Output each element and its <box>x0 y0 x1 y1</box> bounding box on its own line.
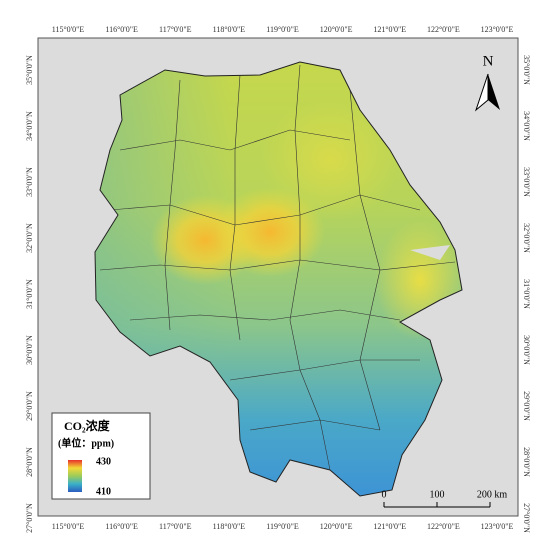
longitude-label: 122°0'0"E <box>427 522 460 531</box>
latitude-label: 30°0'0"N <box>522 335 531 365</box>
scale-label: 100 <box>430 489 445 500</box>
longitude-label: 120°0'0"E <box>320 25 353 34</box>
north-label: N <box>483 53 494 69</box>
latitude-label: 35°0'0"N <box>25 55 34 85</box>
latitude-label: 27°0'0"N <box>25 503 34 533</box>
latitude-label: 31°0'0"N <box>522 279 531 309</box>
scale-label: 0 <box>382 489 387 500</box>
latitude-label: 33°0'0"N <box>522 167 531 197</box>
longitude-label: 115°0'0"E <box>52 25 85 34</box>
latitude-label: 28°0'0"N <box>25 447 34 477</box>
latitude-label: 28°0'0"N <box>522 447 531 477</box>
latitude-label: 32°0'0"N <box>25 223 34 253</box>
longitude-label: 117°0'0"E <box>159 522 192 531</box>
longitude-label: 115°0'0"E <box>52 522 85 531</box>
longitude-label: 118°0'0"E <box>213 522 246 531</box>
longitude-label: 117°0'0"E <box>159 25 192 34</box>
longitude-label: 116°0'0"E <box>105 25 138 34</box>
color-bar <box>68 460 82 492</box>
scale-label: 200 km <box>477 489 508 500</box>
latitude-label: 29°0'0"N <box>522 391 531 421</box>
north-arrow: N <box>474 53 500 112</box>
legend-min: 410 <box>96 486 111 497</box>
estuary <box>410 245 450 260</box>
longitude-label: 118°0'0"E <box>213 25 246 34</box>
longitude-label: 122°0'0"E <box>427 25 460 34</box>
latitude-label: 33°0'0"N <box>25 167 34 197</box>
graticule-labels: 115°0'0"E 115°0'0"E 116°0'0"E 116°0'0"E 117°… <box>25 25 531 533</box>
longitude-label: 120°0'0"E <box>320 522 353 531</box>
longitude-label: 123°0'0"E <box>481 522 514 531</box>
scale-bar: 0 100 200 km <box>382 489 508 508</box>
longitude-label: 119°0'0"E <box>266 522 299 531</box>
legend-unit: (单位：ppm) <box>58 436 114 449</box>
latitude-label: 34°0'0"N <box>25 111 34 141</box>
legend-title: CO₂浓度 <box>64 418 111 433</box>
latitude-label: 29°0'0"N <box>25 391 34 421</box>
latitude-label: 27°0'0"N <box>522 503 531 533</box>
longitude-label: 121°0'0"E <box>373 522 406 531</box>
longitude-label: 119°0'0"E <box>266 25 299 34</box>
latitude-label: 31°0'0"N <box>25 279 34 309</box>
admin-boundaries <box>99 64 456 471</box>
latitude-label: 34°0'0"N <box>522 111 531 141</box>
latitude-label: 32°0'0"N <box>522 223 531 253</box>
legend: CO₂浓度 (单位：ppm) 430 410 <box>51 412 151 500</box>
longitude-label: 121°0'0"E <box>373 25 406 34</box>
longitude-label: 116°0'0"E <box>105 522 138 531</box>
latitude-label: 30°0'0"N <box>25 335 34 365</box>
latitude-label: 35°0'0"N <box>522 55 531 85</box>
legend-max: 430 <box>96 456 111 467</box>
longitude-label: 123°0'0"E <box>481 25 514 34</box>
